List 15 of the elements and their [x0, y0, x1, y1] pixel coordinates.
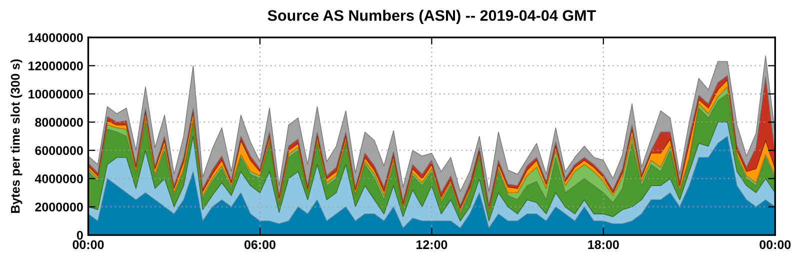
- y-tick-label: 6000000: [35, 146, 83, 156]
- y-tick-label: 14000000: [28, 33, 83, 42]
- y-tick-label: 12000000: [28, 61, 83, 70]
- x-tick-label: 00:00: [72, 240, 104, 250]
- y-tick-label: 10000000: [28, 90, 83, 99]
- y-tick-label: 0: [76, 230, 83, 240]
- y-tick-label: 2000000: [35, 202, 83, 212]
- y-axis-title: Bytes per time slot (300 s): [10, 59, 22, 213]
- chart-title: Source AS Numbers (ASN) -- 2019-04-04 GMT: [268, 10, 596, 24]
- y-tick-label: 8000000: [35, 118, 83, 127]
- x-tick-label: 12:00: [416, 240, 448, 250]
- x-tick-label: 00:00: [760, 240, 791, 250]
- x-tick-label: 06:00: [244, 240, 276, 250]
- y-tick-label: 4000000: [34, 174, 83, 184]
- x-tick-label: 18:00: [588, 240, 619, 250]
